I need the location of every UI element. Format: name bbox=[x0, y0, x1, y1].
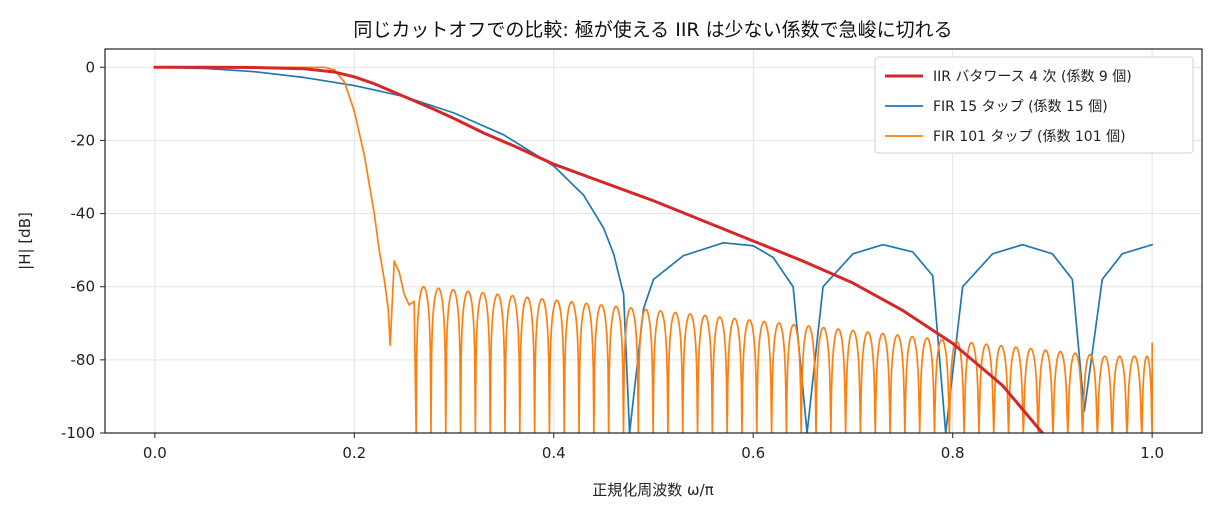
chart-title: 同じカットオフでの比較: 極が使える IIR は少ない係数で急峻に切れる bbox=[353, 19, 952, 41]
x-tick-label: 1.0 bbox=[1140, 444, 1164, 462]
x-tick-label: 0.6 bbox=[741, 444, 765, 462]
legend-label: IIR バタワース 4 次 (係数 9 個) bbox=[933, 69, 1132, 85]
series-line-2 bbox=[154, 66, 1153, 433]
y-tick-label: -80 bbox=[71, 351, 96, 369]
y-tick-label: -60 bbox=[71, 278, 96, 296]
y-axis: 0 -20 -40 -60 -80 -100 bbox=[61, 58, 105, 442]
legend-label: FIR 101 タップ (係数 101 個) bbox=[933, 129, 1126, 145]
x-tick-label: 0.2 bbox=[342, 444, 366, 462]
legend: IIR バタワース 4 次 (係数 9 個) FIR 15 タップ (係数 15 … bbox=[874, 56, 1194, 154]
x-tick-label: 0.8 bbox=[941, 444, 965, 462]
y-tick-label: -100 bbox=[61, 424, 95, 442]
x-axis-label: 正規化周波数 ω/π bbox=[592, 481, 713, 499]
y-tick-label: -20 bbox=[71, 131, 96, 149]
y-tick-label: 0 bbox=[85, 58, 95, 76]
legend-box bbox=[874, 56, 1194, 154]
legend-label: FIR 15 タップ (係数 15 個) bbox=[933, 99, 1108, 115]
x-axis: 0.0 0.2 0.4 0.6 0.8 1.0 bbox=[143, 433, 1164, 462]
series-line-1 bbox=[154, 66, 1153, 433]
y-tick-label: -40 bbox=[71, 205, 96, 223]
x-tick-label: 0.4 bbox=[542, 444, 566, 462]
x-tick-label: 0.0 bbox=[143, 444, 167, 462]
series-group bbox=[153, 65, 1153, 433]
y-axis-label: |H| [dB] bbox=[16, 212, 34, 270]
plot-frame bbox=[104, 48, 1203, 434]
series-line-0 bbox=[153, 65, 1044, 433]
